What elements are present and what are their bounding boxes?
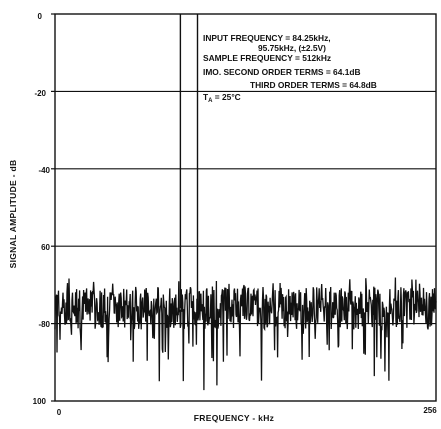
annotation-line-4: IMO. SECOND ORDER TERMS = 64.1dB: [203, 67, 361, 77]
tone-series: [179, 14, 199, 309]
temp-value: = 25°C: [212, 92, 240, 102]
annotation-line-5: THIRD ORDER TERMS = 64.8dB: [250, 80, 377, 90]
y-tick-label-0: 0: [38, 12, 43, 21]
noise-floor-series: [54, 277, 437, 391]
temp-symbol-t: T: [203, 92, 209, 102]
y-axis-label: SIGNAL AMPLITUDE - dB: [8, 160, 18, 269]
y-tick-label-2: -40: [38, 166, 50, 175]
plot-frame: [54, 13, 437, 402]
y-tick-label-4: -80: [38, 320, 50, 329]
annotation-block: INPUT FREQUENCY = 84.25kHz, 95.75kHz, (±…: [203, 33, 377, 104]
x-axis-label: FREQUENCY - kHz: [194, 413, 274, 423]
y-tick-label-5: 100: [33, 397, 47, 406]
annotation-line-1: INPUT FREQUENCY = 84.25kHz,: [203, 33, 331, 43]
noise-floor-trace: [54, 277, 437, 391]
x-tick-label-0: 0: [57, 408, 62, 417]
annotation-line-2: 95.75kHz, (±2.5V): [258, 43, 326, 53]
x-tick-label-1: 256: [423, 406, 437, 415]
annotation-line-3: SAMPLE FREQUENCY = 512kHz: [203, 53, 331, 63]
annotation-line-6: TA = 25°C: [203, 92, 241, 104]
temp-symbol-subscript: A: [208, 98, 213, 104]
y-tick-label-3: 60: [41, 243, 50, 252]
y-tick-label-1: -20: [34, 89, 46, 98]
